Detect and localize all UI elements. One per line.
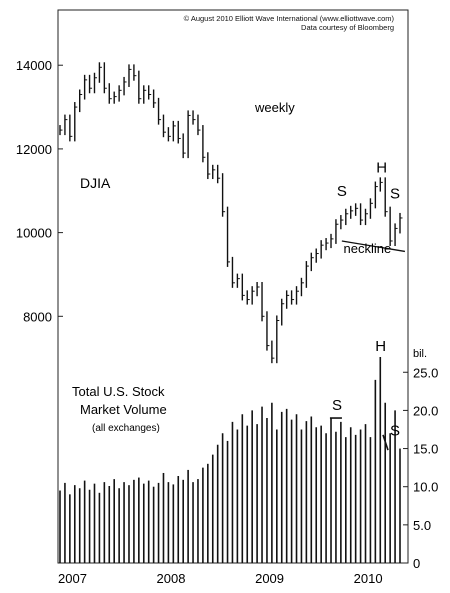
neckline [341,240,406,253]
volume-title-line-2: Market Volume [80,402,167,417]
x-tick-label: 2008 [157,571,186,586]
volume-head-label: H [375,338,386,355]
volume-subtitle: (all exchanges) [92,423,160,434]
volume-tick-label: 10.0 [413,480,438,495]
volume-tick-label: 20.0 [413,403,438,418]
price-tick-label: 14000 [16,58,52,73]
x-tick-label: 2009 [255,571,284,586]
volume-unit-label: bil. [413,348,427,360]
djia-title: DJIA [80,175,111,191]
djia-head-label: H [376,159,387,176]
volume-tick-label: 5.0 [413,518,431,533]
price-tick-label: 8000 [23,309,52,324]
price-tick-label: 10000 [16,226,52,241]
volume-tick-label: 15.0 [413,442,438,457]
x-tick-label: 2010 [354,571,383,586]
volume-right-shoulder-marker [382,434,389,451]
djia-subtitle: weekly [254,100,295,115]
volume-right-shoulder-label: S [390,422,400,439]
djia-right-shoulder-label: S [390,185,400,202]
neckline-label: neckline [344,241,392,256]
djia-left-shoulder-label: S [337,183,347,200]
x-tick-label: 2007 [58,571,87,586]
volume-left-shoulder-label: S [332,397,342,414]
price-tick-label: 12000 [16,142,52,157]
volume-title-line-1: Total U.S. Stock [72,384,165,399]
credit-line-2: Data courtesy of Bloomberg [301,23,394,32]
volume-tick-label: 0 [413,556,420,571]
credit-line-1: © August 2010 Elliott Wave International… [183,14,394,23]
volume-tick-label: 25.0 [413,365,438,380]
